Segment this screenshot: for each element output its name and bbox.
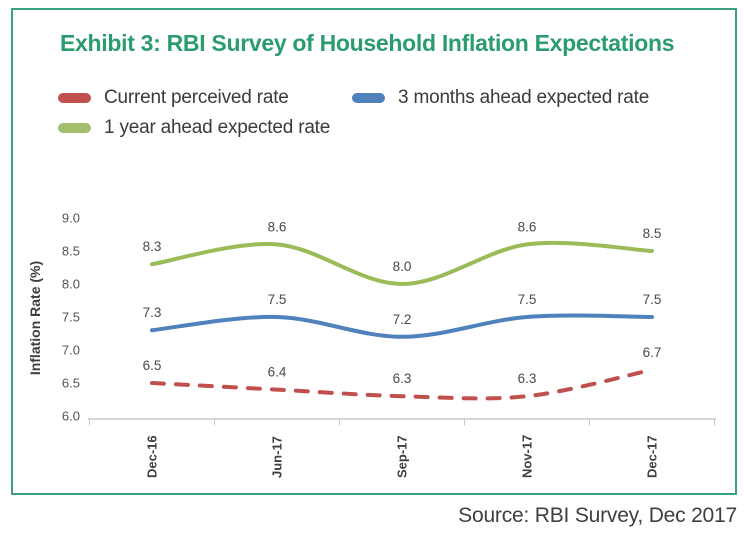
chart-title: Exhibit 3: RBI Survey of Household Infla… [60, 30, 675, 56]
source-line: Source: RBI Survey, Dec 2017 [458, 504, 737, 527]
y-tick-label: 7.0 [62, 343, 80, 358]
legend-item-1-year-ahead: 1 year ahead expected rate [58, 115, 330, 141]
legend-swatch-red-dash-icon [58, 93, 91, 103]
y-tick-label: 8.0 [62, 277, 80, 292]
y-tick-label: 8.5 [62, 244, 80, 259]
data-label: 7.2 [393, 312, 412, 327]
data-label: 7.3 [143, 305, 162, 320]
x-tick-label: Sep-17 [395, 435, 410, 478]
legend-label: 1 year ahead expected rate [104, 117, 331, 138]
data-label: 6.4 [268, 365, 287, 380]
legend-label: Current perceived rate [104, 87, 289, 108]
x-tick-label: Dec-16 [145, 435, 160, 478]
series-line-0 [150, 367, 654, 401]
data-label: 8.6 [268, 219, 287, 234]
data-label: 8.0 [393, 259, 412, 274]
x-tick-label: Nov-17 [520, 435, 535, 478]
series-line-2 [150, 240, 654, 286]
legend-item-current-perceived: Current perceived rate [58, 85, 289, 111]
legend-label: 3 months ahead expected rate [398, 87, 650, 108]
y-tick-label: 6.5 [62, 376, 80, 391]
exhibit-card [11, 8, 737, 495]
y-tick-label: 9.0 [62, 211, 80, 226]
x-tick-label: Dec-17 [645, 435, 660, 478]
data-label: 8.6 [518, 219, 537, 234]
series-line-1 [150, 313, 654, 339]
data-label: 6.3 [518, 371, 537, 386]
legend-item-3-months-ahead: 3 months ahead expected rate [352, 85, 649, 111]
data-label: 6.5 [143, 358, 162, 373]
data-label: 7.5 [643, 292, 662, 307]
y-tick-label: 6.0 [62, 409, 80, 424]
data-label: 6.3 [393, 371, 412, 386]
data-label: 8.5 [643, 226, 662, 241]
y-axis-title: Inflation Rate (%) [27, 261, 43, 375]
data-label: 6.7 [643, 345, 662, 360]
data-label: 7.5 [518, 292, 537, 307]
data-label: 8.3 [143, 239, 162, 254]
x-tick-label: Jun-17 [270, 436, 285, 478]
legend-swatch-blue-dash-icon [352, 93, 385, 103]
y-tick-label: 7.5 [62, 310, 80, 325]
legend-swatch-green-dash-icon [58, 123, 91, 133]
data-label: 7.5 [268, 292, 287, 307]
